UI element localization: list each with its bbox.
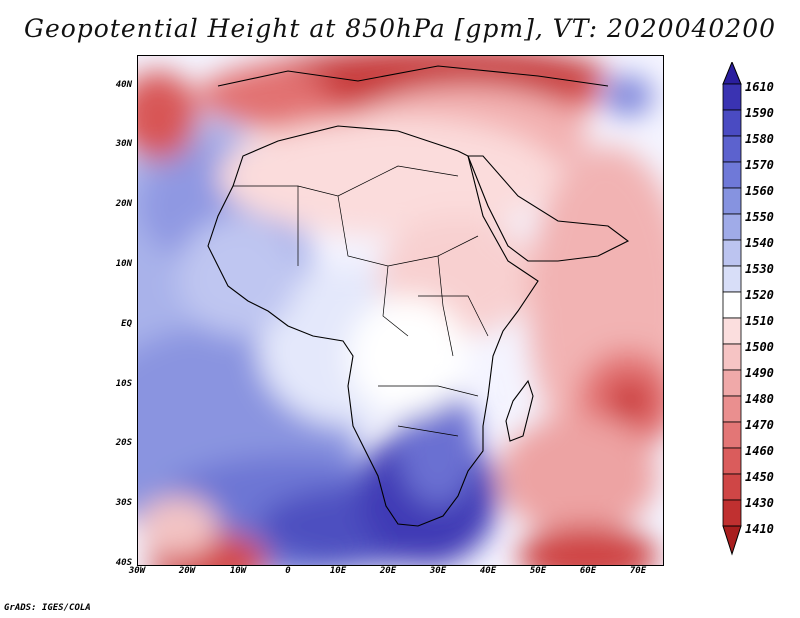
y-label-40s: 40S	[115, 558, 132, 568]
y-label-eq: EQ	[121, 319, 132, 329]
x-label-60e: 60E	[579, 566, 597, 576]
colorbar-swatch-2	[722, 109, 742, 137]
colorbar-top-arrow	[722, 62, 742, 85]
colorbar-swatch-4	[722, 161, 742, 189]
x-label-0: 0	[285, 566, 291, 576]
x-label-10e: 10E	[329, 566, 347, 576]
colorbar-label-1490: 1490	[745, 366, 774, 380]
colorbar-swatch-16	[722, 473, 742, 501]
y-label-20n: 20N	[115, 199, 132, 209]
colorbar-swatch-11	[722, 343, 742, 371]
colorbar-swatch-12	[722, 369, 742, 397]
colorbar-label-1560: 1560	[745, 184, 774, 198]
x-label-50e: 50E	[529, 566, 547, 576]
colorbar-label-1460: 1460	[745, 444, 774, 458]
colorbar-label-1550: 1550	[745, 210, 774, 224]
x-label-20e: 20E	[379, 566, 397, 576]
colorbar-swatch-9	[722, 291, 742, 319]
y-label-10s: 10S	[115, 379, 132, 389]
colorbar-swatch-15	[722, 447, 742, 475]
colorbar-swatch-1	[722, 83, 742, 111]
colorbar-label-1450: 1450	[745, 470, 774, 484]
grads-credit: GrADS: IGES/COLA	[4, 603, 91, 613]
colorbar-label-1430: 1430	[745, 496, 774, 510]
x-label-10w: 10W	[229, 566, 247, 576]
colorbar-swatch-14	[722, 421, 742, 449]
colorbar-label-1510: 1510	[745, 314, 774, 328]
colorbar-label-1570: 1570	[745, 158, 774, 172]
colorbar-label-1610: 1610	[745, 80, 774, 94]
x-label-70e: 70E	[629, 566, 647, 576]
colorbar-swatch-13	[722, 395, 742, 423]
x-label-30w: 30W	[128, 566, 146, 576]
colorbar-label-1410: 1410	[745, 522, 774, 536]
colorbar-swatch-10	[722, 317, 742, 345]
colorbar-swatch-6	[722, 213, 742, 241]
colorbar-swatch-7	[722, 239, 742, 267]
colorbar-swatch-5	[722, 187, 742, 215]
y-label-10n: 10N	[115, 259, 132, 269]
y-label-40n: 40N	[115, 80, 132, 90]
map-plot-area	[137, 55, 664, 566]
colorbar	[722, 62, 742, 556]
x-label-40e: 40E	[479, 566, 497, 576]
colorbar-swatch-8	[722, 265, 742, 293]
colorbar-label-1500: 1500	[745, 340, 774, 354]
x-label-20w: 20W	[178, 566, 196, 576]
colorbar-label-1580: 1580	[745, 132, 774, 146]
colorbar-label-1530: 1530	[745, 262, 774, 276]
colorbar-label-1470: 1470	[745, 418, 774, 432]
colorbar-label-1520: 1520	[745, 288, 774, 302]
y-label-30s: 30S	[115, 498, 132, 508]
colorbar-bottom-arrow	[722, 525, 742, 556]
colorbar-label-1590: 1590	[745, 106, 774, 120]
height-field	[138, 56, 663, 565]
x-label-30e: 30E	[429, 566, 447, 576]
coastline	[207, 65, 630, 527]
y-label-30n: 30N	[115, 139, 132, 149]
colorbar-swatch-17	[722, 499, 742, 527]
map-title: Geopotential Height at 850hPa [gpm], VT:…	[23, 14, 777, 43]
colorbar-label-1540: 1540	[745, 236, 774, 250]
y-label-20s: 20S	[115, 438, 132, 448]
colorbar-swatch-3	[722, 135, 742, 163]
colorbar-label-1480: 1480	[745, 392, 774, 406]
